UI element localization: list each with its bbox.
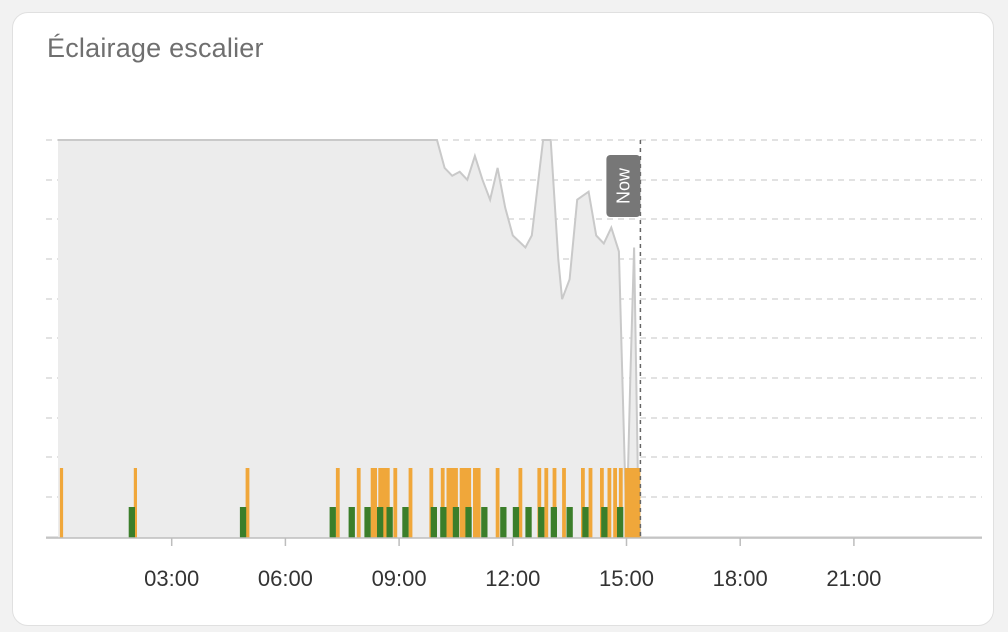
motion-bar[interactable] xyxy=(239,507,247,538)
light-on-bar[interactable] xyxy=(495,468,500,538)
light-on-bar[interactable] xyxy=(245,468,250,538)
light-on-bar[interactable] xyxy=(581,468,585,538)
light-on-bar[interactable] xyxy=(600,468,604,538)
light-on-bar[interactable] xyxy=(408,468,413,538)
light-on-bar[interactable] xyxy=(335,468,340,538)
x-tick-label: 15:00 xyxy=(599,566,654,591)
light-on-bar[interactable] xyxy=(133,468,137,538)
motion-bar[interactable] xyxy=(329,507,336,538)
x-tick-label: 21:00 xyxy=(826,566,881,591)
light-on-bar[interactable] xyxy=(544,468,549,538)
x-tick-label: 09:00 xyxy=(372,566,427,591)
light-on-bar[interactable] xyxy=(446,468,458,538)
light-on-bar[interactable] xyxy=(607,468,612,538)
light-on-bar[interactable] xyxy=(370,468,377,538)
motion-bar[interactable] xyxy=(452,507,460,538)
motion-bar[interactable] xyxy=(430,507,437,538)
motion-bar[interactable] xyxy=(525,507,532,538)
motion-bar[interactable] xyxy=(128,507,135,538)
light-on-bar[interactable] xyxy=(562,468,566,538)
light-on-bar[interactable] xyxy=(393,468,398,538)
light-on-bar[interactable] xyxy=(429,468,434,538)
motion-bar[interactable] xyxy=(601,507,608,538)
motion-bar[interactable] xyxy=(512,507,520,538)
motion-bar[interactable] xyxy=(402,507,409,538)
motion-bar[interactable] xyxy=(538,507,545,538)
light-on-bar[interactable] xyxy=(459,468,472,538)
light-on-bar[interactable] xyxy=(588,468,593,538)
light-on-bar[interactable] xyxy=(59,468,64,538)
light-on-bar[interactable] xyxy=(624,468,641,538)
light-on-bar[interactable] xyxy=(473,468,481,538)
light-on-bar[interactable] xyxy=(552,468,557,538)
x-tick-label: 12:00 xyxy=(485,566,540,591)
x-tick-label: 06:00 xyxy=(258,566,313,591)
x-tick-label: 18:00 xyxy=(713,566,768,591)
illuminance-line xyxy=(58,139,642,539)
motion-bar[interactable] xyxy=(377,507,384,538)
light-on-bar[interactable] xyxy=(356,468,361,538)
light-on-bar[interactable] xyxy=(537,468,542,538)
motion-bar[interactable] xyxy=(364,507,371,538)
motion-bar[interactable] xyxy=(566,507,573,538)
x-tick-label: 03:00 xyxy=(144,566,199,591)
now-label: Now xyxy=(613,167,633,204)
motion-bar[interactable] xyxy=(465,507,472,538)
motion-bar[interactable] xyxy=(500,507,507,538)
light-on-bar[interactable] xyxy=(518,468,523,538)
illuminance-area xyxy=(58,140,641,538)
light-on-bar[interactable] xyxy=(618,468,623,538)
now-badge xyxy=(606,155,641,217)
motion-bar[interactable] xyxy=(440,507,447,538)
motion-bar[interactable] xyxy=(348,507,355,538)
light-on-bar[interactable] xyxy=(378,468,390,538)
card-title: Éclairage escalier xyxy=(47,33,264,63)
motion-bar[interactable] xyxy=(386,507,393,538)
motion-bar[interactable] xyxy=(582,507,589,538)
motion-bar[interactable] xyxy=(617,507,624,538)
light-on-bar[interactable] xyxy=(613,468,617,538)
motion-bar[interactable] xyxy=(550,507,557,538)
motion-bar[interactable] xyxy=(481,507,488,538)
light-on-bar[interactable] xyxy=(440,468,445,538)
